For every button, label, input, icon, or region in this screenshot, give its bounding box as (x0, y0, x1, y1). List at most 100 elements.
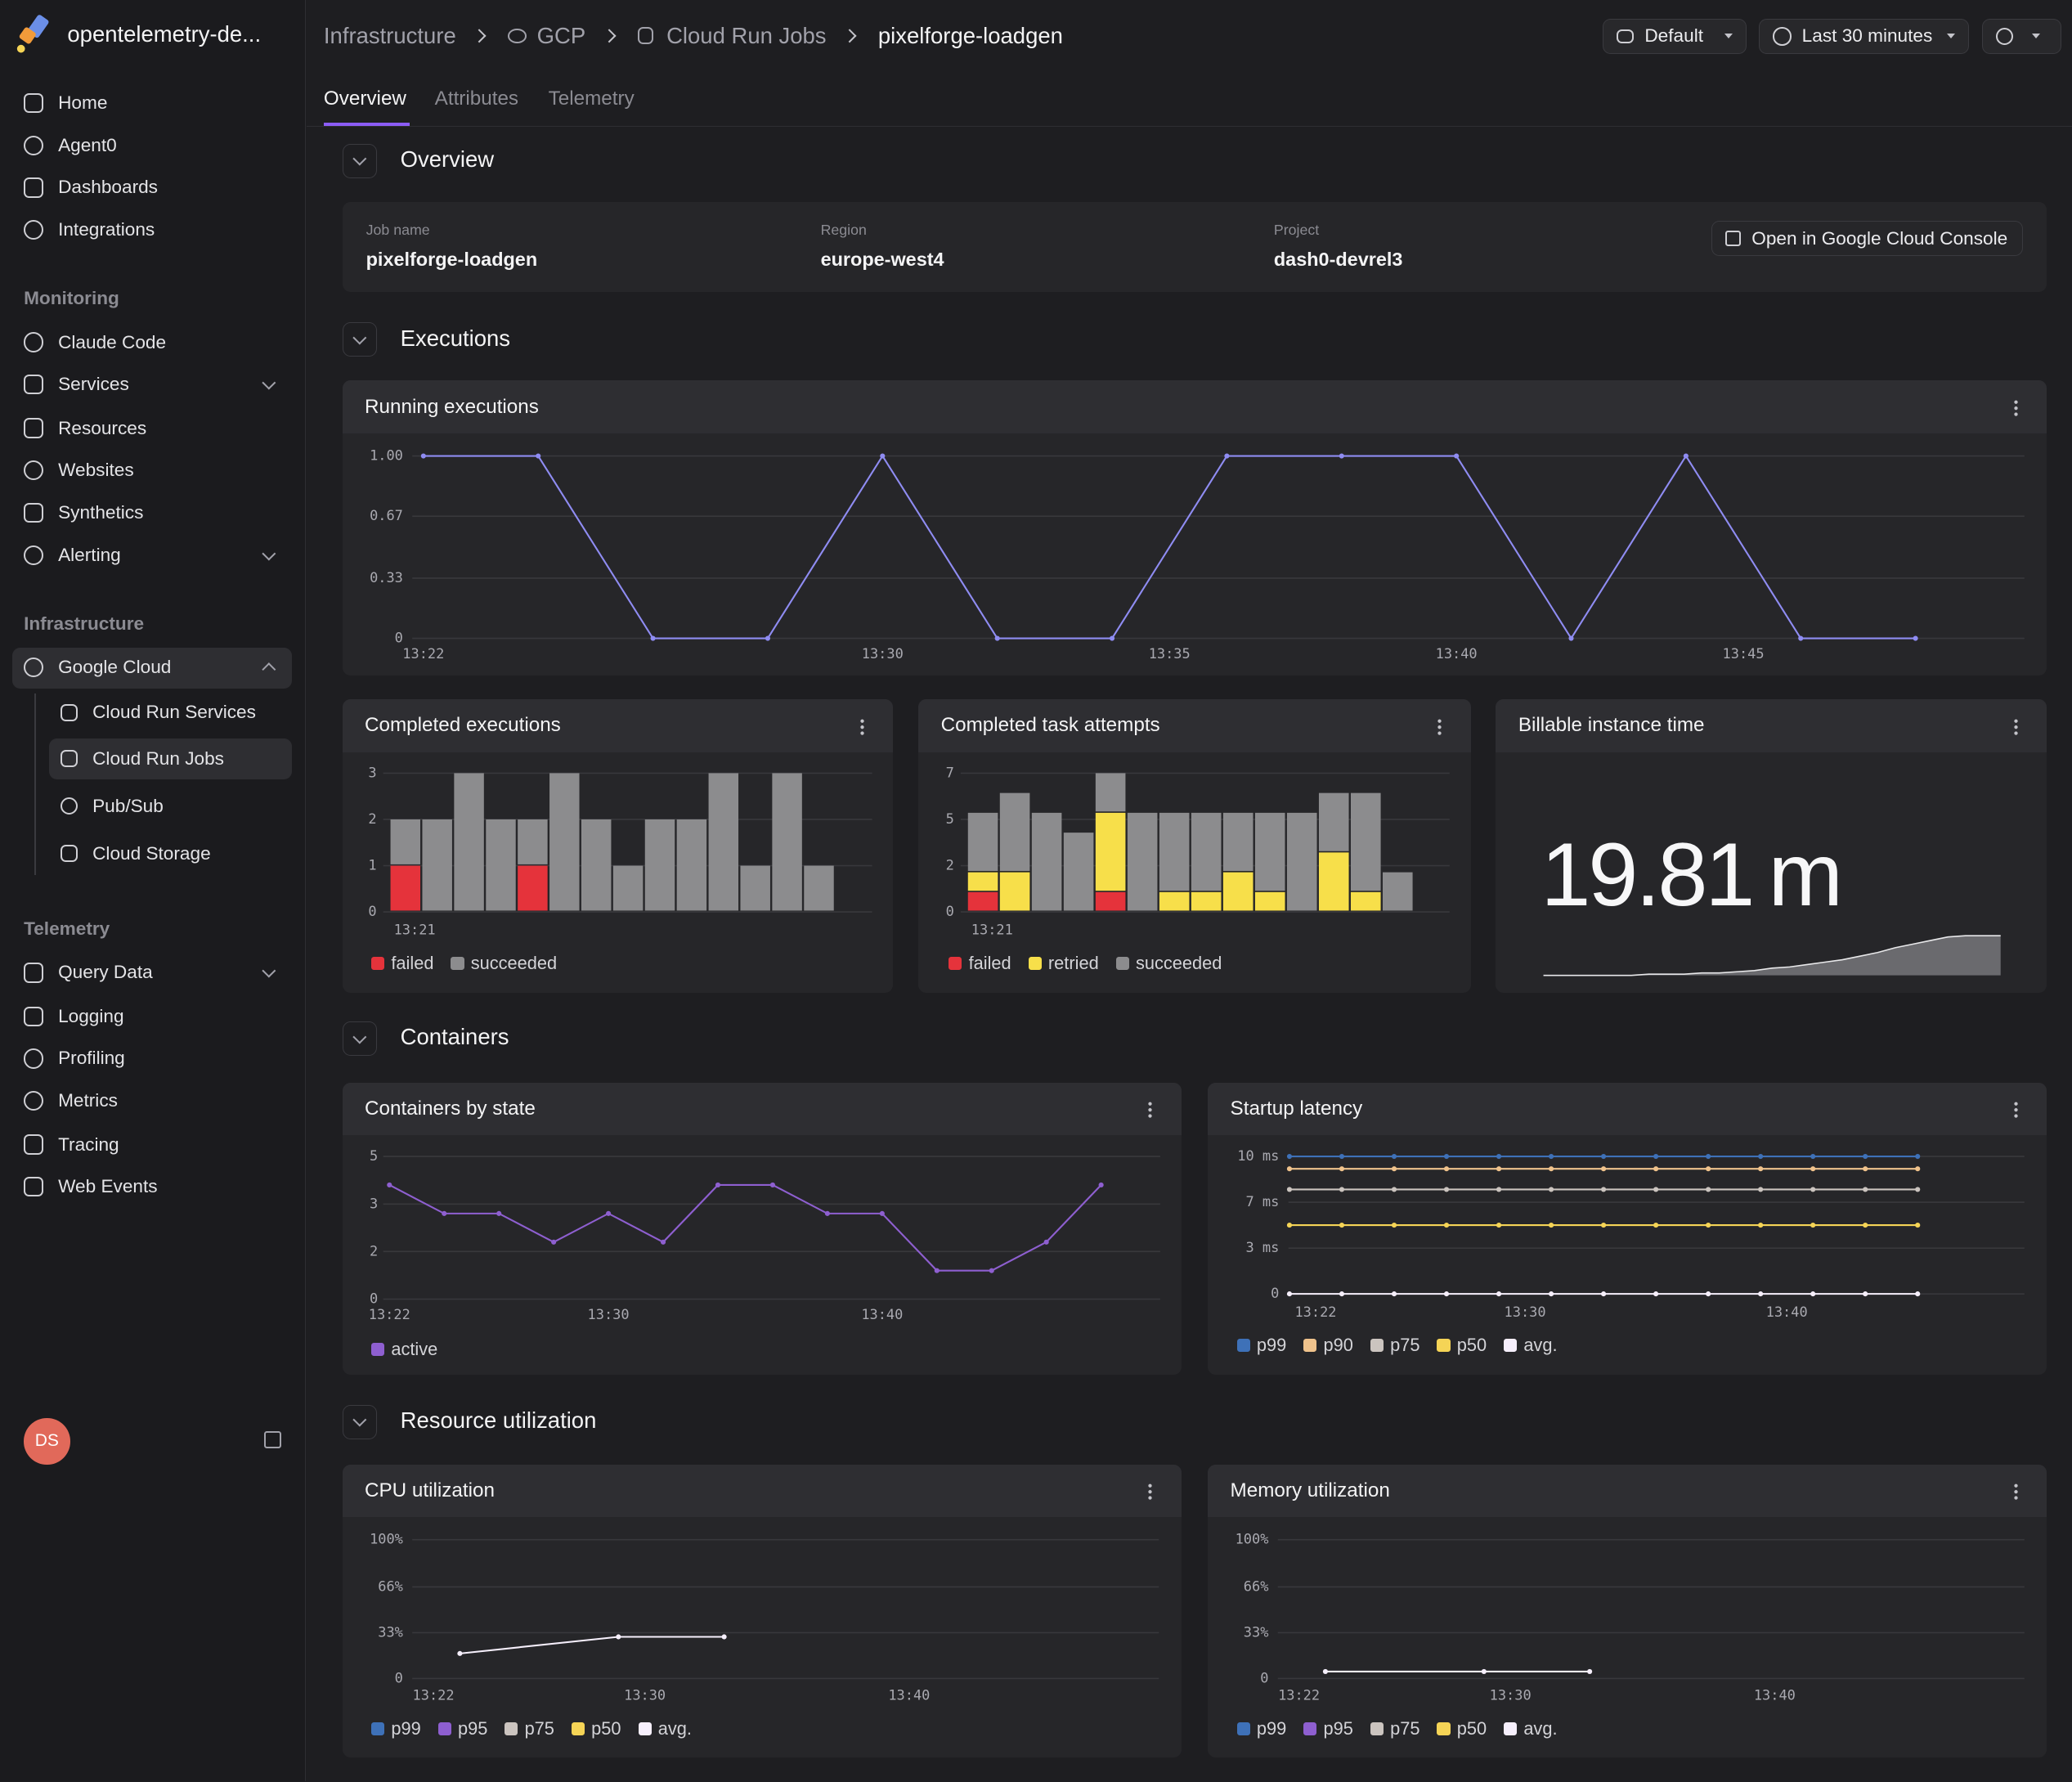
icon (24, 220, 44, 240)
card-menu[interactable] (2013, 1483, 2018, 1501)
legend-item[interactable]: p75 (1370, 1335, 1419, 1356)
nav-item[interactable]: Integrations (24, 213, 155, 247)
legend-item[interactable]: avg. (638, 1718, 692, 1739)
card-menu[interactable] (860, 717, 864, 735)
icon (1996, 27, 2014, 45)
card-menu[interactable] (1437, 717, 1442, 735)
workspace-name[interactable]: opentelemetry-de... (67, 20, 262, 47)
nav-label: Synthetics (58, 502, 144, 523)
legend-swatch (371, 957, 385, 971)
legend-label: p50 (1456, 1717, 1487, 1739)
legend-item[interactable]: p99 (371, 1718, 421, 1739)
legend-item[interactable]: avg. (1504, 1718, 1558, 1739)
nav-item[interactable]: Cloud Run Services (61, 695, 256, 729)
card-menu[interactable] (1148, 1483, 1153, 1501)
section-toggle[interactable] (342, 1021, 377, 1057)
nav-item[interactable]: Synthetics (24, 496, 143, 530)
legend-label: p99 (1256, 1335, 1287, 1356)
nav-item[interactable]: Logging (24, 999, 124, 1034)
legend-item[interactable]: p50 (1437, 1335, 1487, 1356)
legend-label: succeeded (1135, 953, 1222, 974)
nav-item[interactable]: Dashboards (24, 170, 158, 204)
card-menu[interactable] (2013, 399, 2018, 417)
card-header: Startup latency (1208, 1082, 2047, 1136)
chevron (352, 1030, 367, 1044)
legend-item[interactable]: retried (1028, 953, 1099, 974)
icon (1724, 230, 1742, 247)
section-toggle[interactable] (342, 144, 377, 179)
open-console-button[interactable]: Open in Google Cloud Console (1711, 220, 2024, 257)
icon (24, 1134, 44, 1155)
crumb[interactable]: Infrastructure (323, 22, 456, 48)
legend-swatch (1370, 1339, 1384, 1353)
legend-item[interactable]: failed (949, 953, 1011, 974)
time-range-label: Last 30 minutes (1801, 25, 1933, 47)
nav-label: Integrations (58, 219, 155, 240)
collapse-sidebar[interactable] (264, 1431, 282, 1449)
view-selector[interactable]: Default (1603, 18, 1747, 55)
overview-card: Job name pixelforge-loadgen Region europ… (342, 202, 2047, 293)
nav-item[interactable]: Tracing (24, 1128, 119, 1162)
user-avatar[interactable]: DS (24, 1418, 70, 1465)
crumb[interactable]: Cloud Run Jobs (666, 22, 827, 48)
tab[interactable]: Attributes (434, 87, 519, 110)
nav-item[interactable]: Services (24, 367, 129, 402)
legend-item[interactable]: succeeded (451, 953, 557, 974)
nav-item[interactable]: Google Cloud (24, 650, 171, 685)
expand-chevron[interactable] (262, 963, 276, 978)
section-title: Overview (400, 146, 495, 173)
cloud-icon (508, 28, 527, 43)
nav-item[interactable]: Web Events (24, 1169, 158, 1204)
nav-item[interactable]: Pub/Sub (61, 789, 164, 824)
icon (24, 177, 44, 198)
nav-item[interactable]: Cloud Run Jobs (61, 742, 224, 776)
nav-item[interactable]: Resources (24, 411, 146, 446)
tab[interactable]: Telemetry (548, 87, 635, 110)
nav-item[interactable]: Cloud Storage (61, 837, 211, 871)
legend-item[interactable]: p95 (437, 1718, 487, 1739)
section-title: Containers (400, 1024, 509, 1050)
nav-label: Logging (58, 1005, 124, 1026)
legend-item[interactable]: succeeded (1115, 953, 1222, 974)
section-toggle[interactable] (342, 322, 377, 357)
refresh-button[interactable] (1982, 18, 2062, 55)
legend-item[interactable]: p50 (571, 1718, 621, 1739)
legend-item[interactable]: p75 (1370, 1718, 1419, 1739)
nav-item[interactable]: Query Data (24, 955, 153, 990)
card-menu[interactable] (1148, 1101, 1153, 1119)
legend-item[interactable]: active (371, 1339, 437, 1360)
legend-item[interactable]: p99 (1236, 1335, 1287, 1356)
legend-item[interactable]: p75 (505, 1718, 554, 1739)
legend: failed retried succeeded (949, 953, 1222, 974)
section-toggle[interactable] (342, 1404, 377, 1439)
legend-swatch (451, 957, 464, 971)
legend-item[interactable]: p50 (1437, 1718, 1487, 1739)
nav-item[interactable]: Websites (24, 453, 134, 487)
time-range-selector[interactable]: Last 30 minutes (1758, 18, 1969, 55)
tab[interactable]: Overview (323, 87, 406, 110)
crumb-separator (602, 29, 616, 43)
icon (24, 963, 44, 983)
card-menu[interactable] (2013, 1101, 2018, 1119)
legend-item[interactable]: avg. (1504, 1335, 1558, 1356)
legend-item[interactable]: p99 (1236, 1718, 1286, 1739)
button-label: Open in Google Cloud Console (1751, 227, 2008, 249)
nav-item[interactable]: Claude Code (24, 325, 166, 360)
card-header: Running executions (342, 380, 2047, 434)
crumb[interactable]: GCP (536, 22, 586, 48)
legend-item[interactable]: failed (371, 953, 433, 974)
legend-item[interactable]: p95 (1303, 1718, 1353, 1739)
nav-item[interactable]: Metrics (24, 1084, 118, 1118)
nav-item[interactable]: Home (24, 86, 107, 120)
run-icon (637, 27, 653, 45)
expand-chevron[interactable] (262, 375, 276, 390)
legend-item[interactable]: p90 (1303, 1335, 1353, 1356)
card-menu[interactable] (2013, 717, 2018, 735)
group-title: Telemetry (24, 918, 110, 940)
expand-chevron[interactable] (262, 546, 276, 560)
card-title: Memory utilization (1230, 1479, 1390, 1501)
nav-item[interactable]: Profiling (24, 1041, 125, 1075)
nav-item[interactable]: Agent0 (24, 128, 117, 163)
nav-item[interactable]: Alerting (24, 538, 121, 572)
